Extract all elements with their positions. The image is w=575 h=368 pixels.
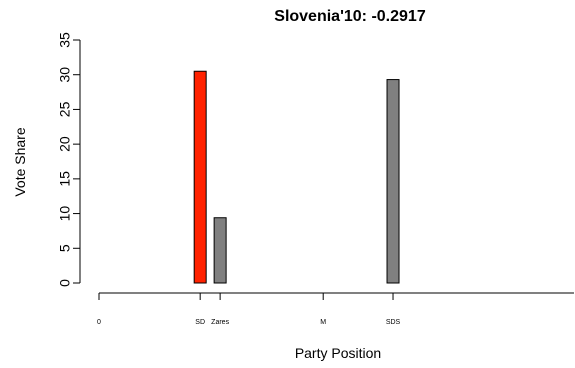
bar-zares [213,217,227,284]
bar-sds [386,79,400,284]
x-tick-label: M [320,319,326,326]
bar-sd [193,70,207,284]
y-axis-label: Vote Share [12,127,28,196]
x-tick-label: Zares [211,319,229,326]
bars-group [193,70,400,284]
y-tick-label: 20 [57,136,73,152]
y-tick-label: 0 [57,279,73,287]
x-tick-label: SD [195,319,205,326]
x-tick-label: 0 [97,319,101,326]
y-tick-label: 35 [57,32,73,48]
y-tick-label: 15 [57,171,73,187]
x-axis: 0 SD Zares M SDS [97,292,574,326]
y-tick-label: 25 [57,101,73,117]
y-tick-label: 5 [57,244,73,252]
x-tick-label: SDS [386,319,401,326]
y-tick-label: 30 [57,67,73,83]
y-tick-label: 10 [57,206,73,222]
x-axis-label: Party Position [295,345,381,361]
y-axis: 0 5 10 15 20 25 30 35 [57,32,81,287]
chart-title: Slovenia'10: -0.2917 [274,8,426,25]
